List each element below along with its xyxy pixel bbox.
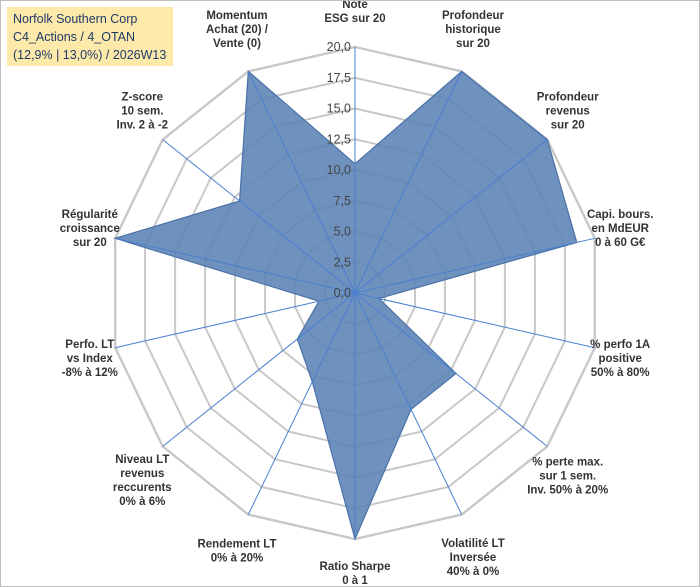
axis-label-2: Profondeur historique sur 20 [442, 10, 504, 50]
axis-label-9: Rendement LT 0% à 20% [197, 539, 276, 565]
tick-label-0: 0,0 [334, 286, 351, 300]
axis-spoke-5 [354, 292, 595, 349]
title-category: C4_Actions / 4_OTAN [13, 30, 136, 44]
axis-spoke-11 [115, 292, 356, 349]
axis-spoke-3 [354, 139, 548, 294]
axis-label-3: Profondeur revenus sur 20 [537, 91, 599, 131]
axis-spoke-4 [354, 237, 595, 294]
axis-label-6: % perte max. sur 1 sem. Inv. 50% à 20% [527, 457, 608, 497]
axis-label-1: Note ESG sur 20 [324, 1, 385, 25]
axis-label-13: Z-score 10 sem. Inv. 2 à -2 [117, 91, 169, 131]
tick-label-4: 10,0 [327, 163, 351, 177]
tick-label-2: 5,0 [334, 225, 351, 239]
axis-label-7: Volatilité LT Inversée 40% à 0% [441, 538, 504, 578]
tick-label-7: 17,5 [327, 71, 351, 85]
title-stats: (12,9% | 13,0%) / 2026W13 [13, 48, 167, 62]
axis-spoke-13 [162, 139, 356, 294]
tick-label-8: 20,0 [327, 40, 351, 54]
title-company: Norfolk Southern Corp [13, 12, 138, 26]
axis-spoke-14 [247, 71, 356, 294]
axis-label-4: Capi. bours. en MdEUR 0 à 60 G€ [587, 209, 653, 249]
tick-label-5: 12,5 [327, 132, 351, 146]
tick-label-6: 15,0 [327, 102, 351, 116]
axis-spoke-10 [162, 292, 356, 447]
axis-label-8: Ratio Sharpe 0 à 1 [320, 561, 391, 586]
axis-label-14: Momentum Achat (20) / Vente (0) [206, 10, 269, 50]
axis-spoke-12 [115, 237, 356, 294]
axis-spoke-6 [354, 292, 548, 447]
chart-title-box: Norfolk Southern Corp C4_Actions / 4_OTA… [7, 7, 173, 66]
axis-label-12: Régularité croissance sur 20 [60, 209, 120, 249]
axis-spoke-9 [247, 292, 356, 515]
tick-label-3: 7,5 [334, 194, 351, 208]
axis-label-5: % perfo 1A positive 50% à 80% [590, 339, 650, 379]
axis-spoke-7 [354, 292, 463, 515]
axis-spoke-2 [354, 71, 463, 294]
axis-label-11: Perfo. LT vs Index -8% à 12% [62, 339, 118, 379]
tick-label-1: 2,5 [334, 255, 351, 269]
axis-label-10: Niveau LT revenus reccurents 0% à 6% [113, 454, 172, 508]
